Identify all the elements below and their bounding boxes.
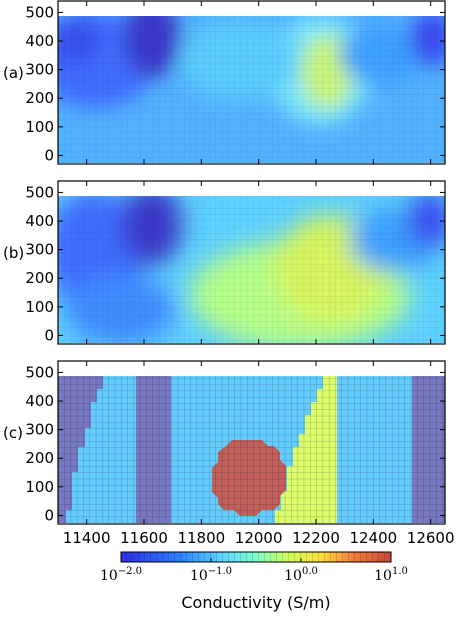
colorbar-title: Conductivity (S/m) xyxy=(181,593,330,612)
panel-c-ytick-label: 300 xyxy=(25,421,54,439)
panel-c-frame xyxy=(57,360,446,525)
panel-c: 500 400 300 200 100 0 11400 11600 11800 12000 1220… xyxy=(3,360,455,547)
panel-c-xtick-label: 12200 xyxy=(292,529,340,547)
panel-b-frame xyxy=(57,180,446,345)
colorbar-segments xyxy=(121,552,391,562)
panel-c-xtick-label: 11400 xyxy=(63,529,111,547)
colorbar-ticks: 10−2.0 10−1.0 100.0 101.0 xyxy=(100,558,408,584)
panel-c-xtick-label: 11600 xyxy=(120,529,168,547)
panel-b: 500 400 300 200 100 0 (b) xyxy=(3,180,446,345)
panel-a-heatmap xyxy=(58,16,445,163)
colorbar-tick-label: 101.0 xyxy=(374,566,408,584)
panel-c-ytick-label: 200 xyxy=(25,449,54,467)
colorbar-tick-label: 100.0 xyxy=(284,566,318,584)
panel-a-frame xyxy=(57,0,446,165)
panel-c-ticks: 500 400 300 200 100 0 11400 11600 11800 12000 1220… xyxy=(25,361,455,547)
panel-b-ytick-label: 300 xyxy=(25,241,54,259)
panel-a-ticks: 500 400 300 200 100 0 xyxy=(25,1,445,164)
panel-c-ytick-label: 100 xyxy=(25,478,54,496)
panel-a-ytick-label: 400 xyxy=(25,32,54,50)
panel-b-ticks: 500 400 300 200 100 0 xyxy=(25,181,445,344)
panel-a-ytick-label: 500 xyxy=(25,3,54,21)
panel-c-ytick-label: 500 xyxy=(25,363,54,381)
panel-a-label: (a) xyxy=(3,64,24,82)
colorbar: 10−2.0 10−1.0 100.0 101.0 Conductivity (S/m… xyxy=(100,551,408,612)
panel-a-ytick-label: 200 xyxy=(25,89,54,107)
panel-c-heatmap xyxy=(58,376,445,523)
colorbar-frame xyxy=(120,551,392,563)
panel-c-ytick-label: 400 xyxy=(25,392,54,410)
panel-b-ytick-label: 400 xyxy=(25,212,54,230)
panel-c-xtick-label: 11800 xyxy=(177,529,225,547)
panel-c-xtick-label: 12400 xyxy=(349,529,397,547)
colorbar-tick-label: 10−1.0 xyxy=(190,566,232,584)
panel-b-heatmap xyxy=(58,196,445,343)
panel-b-ytick-label: 100 xyxy=(25,298,54,316)
panel-c-label: (c) xyxy=(3,424,23,442)
panel-a-ytick-label: 100 xyxy=(25,118,54,136)
panel-a-ytick-label: 300 xyxy=(25,61,54,79)
panel-b-ytick-label: 500 xyxy=(25,183,54,201)
colorbar-tick-label: 10−2.0 xyxy=(100,566,142,584)
panel-b-label: (b) xyxy=(3,244,24,262)
panel-c-xtick-label: 12000 xyxy=(235,529,283,547)
panel-a-ytick-label: 0 xyxy=(44,146,54,164)
panel-b-ytick-label: 0 xyxy=(44,326,54,344)
panel-c-xtick-label: 12600 xyxy=(407,529,455,547)
panel-c-ytick-label: 0 xyxy=(44,506,54,524)
panel-a: 500 400 300 200 100 0 (a) xyxy=(3,0,446,165)
panel-b-ytick-label: 200 xyxy=(25,269,54,287)
